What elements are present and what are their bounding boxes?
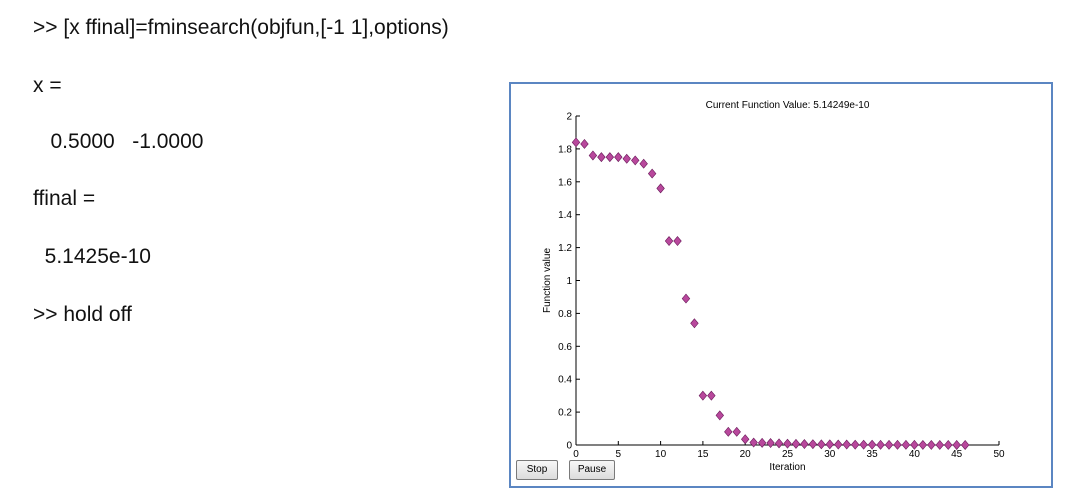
data-point	[817, 439, 826, 450]
data-point	[698, 390, 708, 401]
data-point	[901, 439, 911, 450]
x-tick-label: 25	[782, 449, 794, 460]
pause-button[interactable]: Pause	[569, 460, 615, 480]
stop-button[interactable]: Stop	[516, 460, 558, 480]
y-tick-label: 0.4	[558, 375, 572, 386]
y-tick-label: 0	[566, 441, 572, 452]
data-point	[910, 439, 919, 450]
x-tick-label: 5	[616, 449, 622, 460]
data-point	[774, 438, 784, 449]
y-tick-label: 1	[566, 276, 572, 287]
data-point	[876, 439, 885, 450]
console-output-ffinal-label: ffinal =	[33, 187, 96, 210]
data-point	[639, 158, 648, 169]
x-tick-label: 35	[867, 449, 879, 460]
data-point	[597, 152, 606, 163]
data-point	[825, 439, 834, 450]
data-point	[656, 183, 665, 194]
y-tick-label: 1.6	[558, 177, 572, 188]
data-point	[571, 137, 581, 148]
y-tick-label: 2	[566, 112, 572, 123]
x-axis-label: Iteration	[769, 462, 805, 473]
x-tick-label: 0	[573, 449, 579, 460]
data-point	[791, 438, 801, 449]
data-point	[757, 437, 767, 448]
data-point	[724, 426, 733, 437]
data-point	[673, 236, 682, 246]
data-point	[859, 439, 868, 450]
command-window: >> [x ffinal]=fminsearch(objfun,[-1 1],o…	[0, 0, 500, 501]
x-tick-label: 15	[697, 449, 709, 460]
data-point	[614, 152, 623, 163]
data-point	[800, 439, 809, 449]
data-point	[952, 440, 961, 450]
data-point	[741, 434, 750, 445]
data-point	[631, 155, 640, 166]
data-point	[766, 438, 775, 448]
y-tick-label: 1.2	[558, 243, 572, 254]
data-point	[690, 318, 699, 329]
y-tick-label: 0.8	[558, 309, 572, 320]
data-point	[681, 293, 691, 304]
console-command-hold-off: >> hold off	[33, 303, 132, 326]
x-tick-label: 50	[993, 449, 1005, 460]
console-command-fminsearch: >> [x ffinal]=fminsearch(objfun,[-1 1],o…	[33, 16, 449, 39]
data-point	[707, 390, 716, 401]
data-point	[605, 152, 615, 163]
data-point	[884, 439, 894, 450]
y-tick-label: 1.4	[558, 210, 572, 221]
data-point	[893, 439, 902, 450]
console-output-x-value: 0.5000 -1.0000	[33, 130, 204, 153]
x-tick-label: 40	[909, 449, 921, 460]
x-tick-label: 20	[740, 449, 752, 460]
data-point	[834, 439, 843, 450]
data-point	[918, 439, 928, 450]
data-point	[715, 410, 725, 421]
data-point	[935, 439, 944, 450]
data-point	[927, 439, 936, 450]
data-point	[732, 426, 741, 437]
data-point	[808, 439, 818, 450]
x-tick-label: 45	[951, 449, 963, 460]
data-point	[783, 438, 792, 449]
data-point	[580, 139, 589, 149]
y-tick-label: 0.6	[558, 342, 572, 353]
chart-plot: 00.20.40.60.811.21.41.61.820 5 10 15 20 25 30 3…	[542, 100, 1005, 473]
data-point	[960, 440, 970, 450]
data-point	[588, 150, 598, 161]
y-tick-label: 1.8	[558, 144, 572, 155]
data-point	[867, 439, 877, 450]
figure-window: 0 0.2 0.4 0.6 0.8 1 1.2 1.4 1.6 1.8 2 0 5 10 15 20 25 30 3…	[509, 82, 1053, 488]
data-point	[749, 437, 758, 448]
data-point	[647, 168, 657, 179]
x-tick-label: 10	[655, 449, 667, 460]
y-tick-label: 0.2	[558, 408, 572, 419]
data-point	[944, 440, 953, 450]
chart-title: Current Function Value: 5.14249e-10	[706, 100, 870, 111]
y-axis-label: Function value	[542, 248, 553, 313]
console-output-ffinal-value: 5.1425e-10	[33, 245, 151, 268]
data-point	[664, 236, 674, 246]
data-point	[622, 153, 631, 164]
console-output-x-label: x =	[33, 74, 62, 97]
x-tick-label: 30	[824, 449, 836, 460]
data-point	[842, 439, 851, 450]
data-point	[850, 439, 860, 450]
